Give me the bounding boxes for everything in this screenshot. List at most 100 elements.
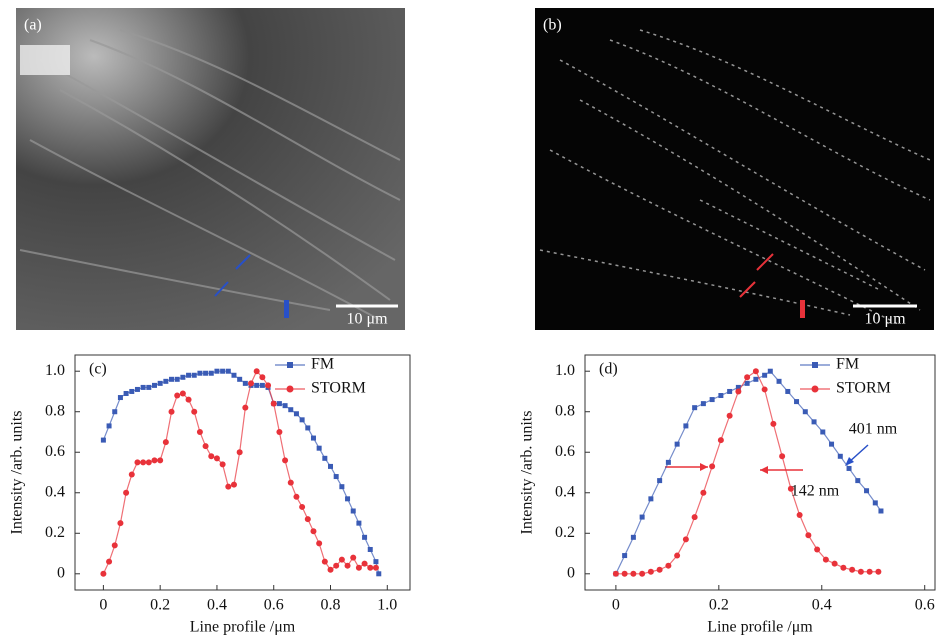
marker — [259, 374, 266, 381]
marker — [145, 459, 152, 466]
marker — [647, 568, 654, 575]
marker — [639, 514, 645, 520]
annotation: 401 nm — [849, 421, 898, 438]
x-tick-label: 0.4 — [812, 597, 832, 614]
legend-label: STORM — [311, 380, 366, 397]
marker — [344, 562, 351, 569]
marker — [612, 570, 619, 577]
marker — [866, 568, 873, 575]
x-tick-label: 0 — [612, 597, 620, 614]
panel-label: (a) — [24, 17, 42, 34]
legend-marker — [811, 385, 819, 393]
marker — [345, 496, 351, 502]
marker — [822, 556, 829, 563]
x-tick-label: 0 — [99, 597, 107, 614]
marker — [630, 534, 636, 540]
series-line — [615, 370, 879, 575]
legend-marker — [287, 362, 293, 368]
marker — [146, 384, 152, 390]
marker — [657, 478, 663, 484]
marker — [282, 457, 289, 464]
image-b: (b) 10 μm — [535, 8, 934, 330]
marker — [831, 560, 838, 567]
marker — [304, 516, 311, 523]
x-tick-label: 0.2 — [150, 597, 170, 614]
marker — [111, 542, 118, 549]
marker — [316, 540, 323, 547]
marker — [709, 397, 715, 403]
marker — [857, 568, 864, 575]
marker — [293, 411, 299, 417]
marker — [288, 407, 294, 413]
marker — [276, 401, 282, 407]
marker — [846, 465, 852, 471]
marker — [878, 508, 884, 514]
marker — [785, 388, 791, 394]
marker — [174, 376, 180, 382]
marker — [787, 485, 794, 492]
marker — [350, 508, 356, 514]
series-line — [615, 370, 882, 575]
y-tick-label: 0.6 — [555, 443, 575, 460]
marker — [770, 420, 777, 427]
marker — [117, 395, 123, 401]
marker — [134, 386, 140, 392]
marker — [630, 570, 637, 577]
marker — [700, 401, 706, 407]
marker — [140, 384, 146, 390]
marker — [123, 390, 129, 396]
plot-frame — [584, 354, 936, 591]
marker — [179, 390, 186, 397]
panel-label: (d) — [599, 361, 618, 378]
marker — [362, 534, 368, 540]
marker — [811, 419, 817, 425]
legend-label: FM — [836, 356, 859, 373]
marker — [140, 459, 147, 466]
arrows-d — [665, 444, 869, 474]
y-tick-label: 0.8 — [555, 402, 575, 419]
marker — [123, 489, 130, 496]
marker — [683, 423, 689, 429]
marker — [208, 453, 215, 460]
marker — [270, 400, 277, 407]
marker — [333, 474, 339, 480]
marker — [186, 372, 192, 378]
marker — [322, 455, 328, 461]
marker — [265, 382, 272, 389]
marker — [202, 443, 209, 450]
marker — [744, 374, 751, 381]
marker — [208, 370, 214, 376]
marker — [242, 404, 249, 411]
marker — [355, 564, 362, 571]
marker — [242, 380, 248, 386]
annotation: 142 nm — [791, 483, 840, 500]
marker — [356, 520, 362, 526]
marker — [682, 536, 689, 543]
marker — [236, 449, 243, 456]
marker — [185, 396, 192, 403]
marker — [802, 409, 808, 415]
marker — [829, 441, 835, 447]
marker — [327, 566, 334, 573]
marker — [219, 461, 226, 468]
legend-marker — [286, 385, 294, 393]
marker — [157, 380, 163, 386]
marker — [180, 374, 186, 380]
marker — [752, 368, 759, 375]
marker — [735, 384, 741, 390]
marker — [112, 409, 118, 415]
marker — [191, 372, 197, 378]
panel-label: (c) — [89, 361, 107, 378]
y-tick-label: 0 — [567, 564, 575, 581]
plot-frame — [74, 354, 411, 591]
marker — [310, 435, 316, 441]
marker — [157, 457, 164, 464]
marker — [151, 382, 157, 388]
marker — [709, 463, 716, 470]
marker — [106, 558, 113, 565]
marker — [837, 453, 843, 459]
y-tick-label: 0.2 — [555, 524, 575, 541]
marker — [333, 562, 340, 569]
marker — [129, 388, 135, 394]
